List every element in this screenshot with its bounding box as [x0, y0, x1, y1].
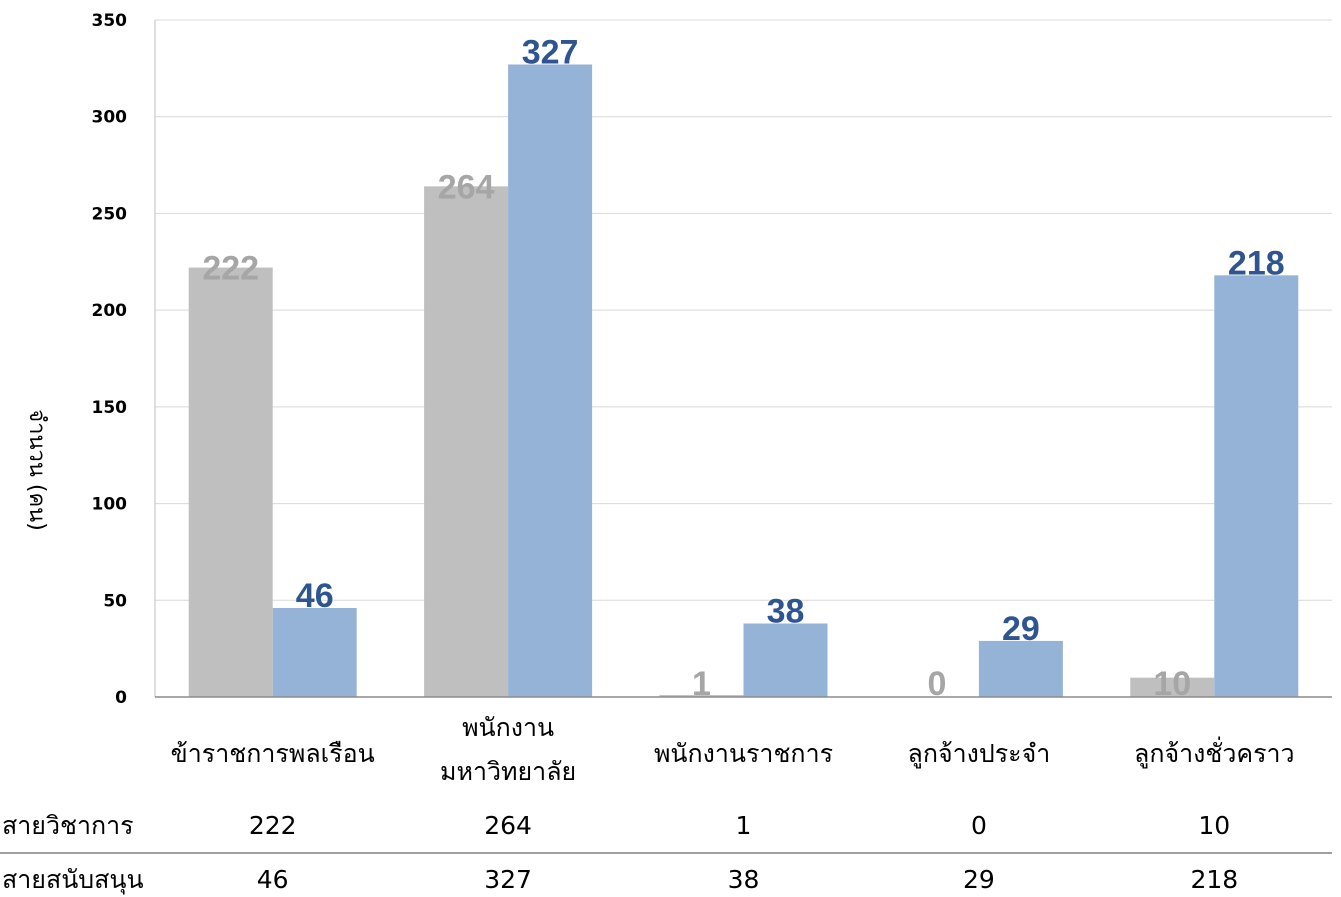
bars	[188, 64, 1299, 697]
bar-academic	[424, 186, 509, 697]
bar-academic	[1130, 677, 1215, 697]
bar-academic	[659, 695, 744, 697]
table-row-label: สายสนับสนุน	[2, 865, 144, 895]
category-label: พนักงานราชการ	[654, 739, 833, 768]
data-label: 46	[296, 577, 334, 615]
data-label: 10	[1153, 665, 1191, 703]
y-tick-label: 150	[92, 398, 128, 418]
data-label: 264	[438, 168, 495, 206]
category-label: พนักงาน	[462, 713, 554, 742]
data-label: 218	[1228, 244, 1285, 282]
table-cell: 327	[484, 865, 532, 894]
category-label: ลูกจ้างชั่วคราว	[1134, 736, 1295, 769]
bar-support	[1214, 275, 1299, 697]
bar-support	[743, 623, 828, 697]
gridlines	[155, 19, 1332, 601]
bar-academic	[188, 267, 273, 697]
table-cell: 29	[963, 865, 995, 894]
data-label: 0	[927, 665, 946, 703]
table-cell: 46	[257, 865, 289, 894]
bar-support	[508, 64, 593, 697]
y-tick-label: 300	[92, 108, 128, 128]
y-tick-label: 100	[92, 495, 128, 515]
y-tick-label: 200	[92, 301, 128, 321]
data-labels: 222 46 264 327 1 38 0 29 10 218	[202, 33, 1284, 703]
category-label: ข้าราชการพลเรือน	[171, 739, 375, 768]
table-cell: 38	[728, 865, 760, 894]
y-tick-label: 0	[115, 688, 127, 708]
y-tick-labels: 0 50 100 150 200 250 300 350	[92, 11, 128, 708]
table-row-label: สายวิชาการ	[2, 811, 134, 840]
data-label: 222	[202, 250, 259, 288]
y-axis-title: จำนวน (คน)	[24, 409, 49, 531]
category-label: ลูกจ้างประจำ	[908, 739, 1051, 769]
bar-support	[272, 608, 357, 697]
table-cell: 264	[484, 811, 532, 840]
data-label: 1	[692, 665, 711, 703]
bar-support	[978, 640, 1063, 697]
category-label: มหาวิทยาลัย	[440, 757, 576, 786]
table-cell: 218	[1190, 865, 1238, 894]
table-cell: 0	[971, 811, 987, 840]
data-label: 38	[767, 592, 805, 630]
data-label: 327	[522, 33, 579, 71]
table-cell: 10	[1198, 811, 1230, 840]
y-tick-label: 250	[92, 204, 128, 224]
y-tick-label: 350	[92, 11, 128, 31]
data-label: 29	[1002, 610, 1040, 648]
table-cell: 1	[736, 811, 752, 840]
y-tick-label: 50	[103, 591, 127, 611]
axes	[154, 20, 1332, 698]
table-cell: 222	[249, 811, 297, 840]
